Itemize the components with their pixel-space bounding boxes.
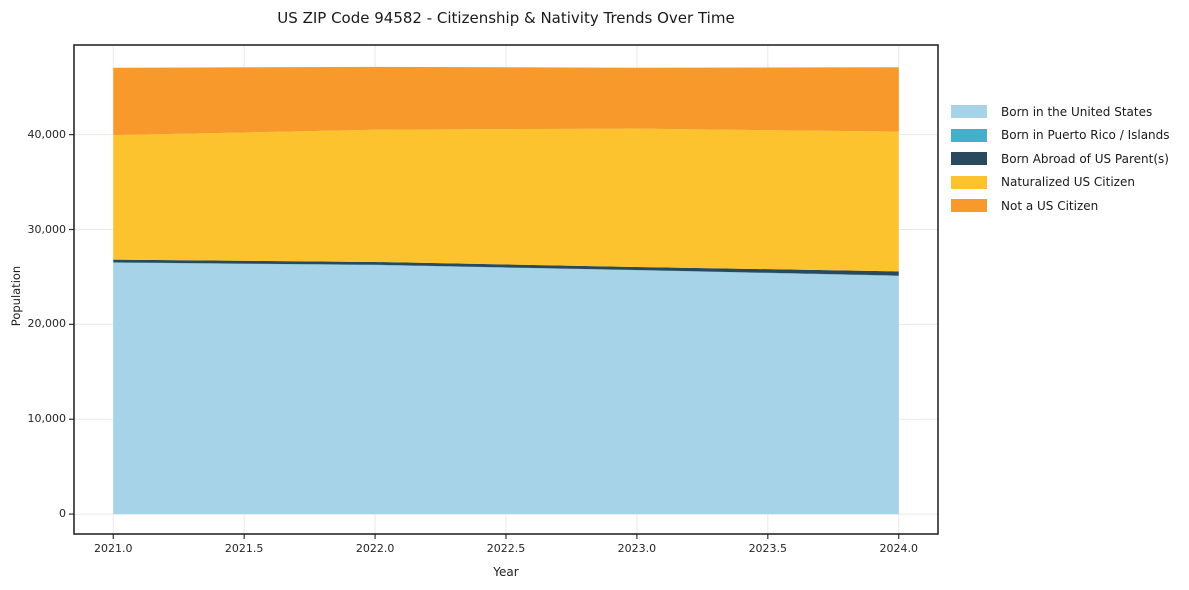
legend-item-born-in-puerto-rico-islands: Born in Puerto Rico / Islands — [951, 128, 1170, 142]
y-tick-label: 30,000 — [27, 222, 67, 236]
legend-label: Born in Puerto Rico / Islands — [1001, 128, 1170, 142]
x-tick-label: 2022.0 — [355, 542, 395, 555]
legend-label: Naturalized US Citizen — [1001, 175, 1135, 189]
legend-swatch-icon — [951, 105, 987, 118]
area-born-abroad-of-us-parent-s — [113, 259, 899, 276]
legend-item-naturalized-us-citizen: Naturalized US Citizen — [951, 175, 1170, 189]
area-born-in-the-united-states — [113, 262, 899, 515]
x-axis-label: Year — [493, 565, 519, 579]
chart-title: US ZIP Code 94582 - Citizenship & Nativi… — [277, 9, 735, 27]
legend-label: Born in the United States — [1001, 104, 1153, 119]
x-tick-label: 2021.0 — [94, 542, 133, 555]
legend-swatch-icon — [951, 128, 987, 142]
legend: Born in the United States Born in Puerto … — [951, 105, 1170, 223]
x-tick-label: 2024.0 — [879, 542, 918, 555]
y-tick-label: 0 — [59, 507, 66, 521]
area-naturalized-us-citizen — [113, 128, 899, 272]
legend-swatch-icon — [951, 199, 987, 212]
legend-item-born-abroad-of-us-parent-s: Born Abroad of US Parent(s) — [951, 151, 1170, 166]
x-tick-label: 2023.0 — [617, 542, 657, 555]
legend-label: Born Abroad of US Parent(s) — [1001, 151, 1169, 166]
y-tick-label: 40,000 — [27, 127, 67, 141]
y-tick-label: 10,000 — [27, 412, 67, 426]
legend-label: Not a US Citizen — [1001, 198, 1099, 213]
legend-swatch-icon — [951, 152, 987, 165]
plot-frame — [73, 44, 939, 535]
legend-swatch-icon — [951, 175, 987, 189]
area-not-a-us-citizen — [113, 66, 899, 136]
x-tick-label: 2021.5 — [224, 542, 264, 555]
legend-item-born-in-the-united-states: Born in the United States — [951, 104, 1170, 119]
x-tick-label: 2023.5 — [748, 542, 788, 555]
legend-item-not-a-us-citizen: Not a US Citizen — [951, 198, 1170, 213]
y-tick-label: 20,000 — [27, 317, 67, 331]
x-tick-label: 2022.5 — [486, 542, 526, 555]
